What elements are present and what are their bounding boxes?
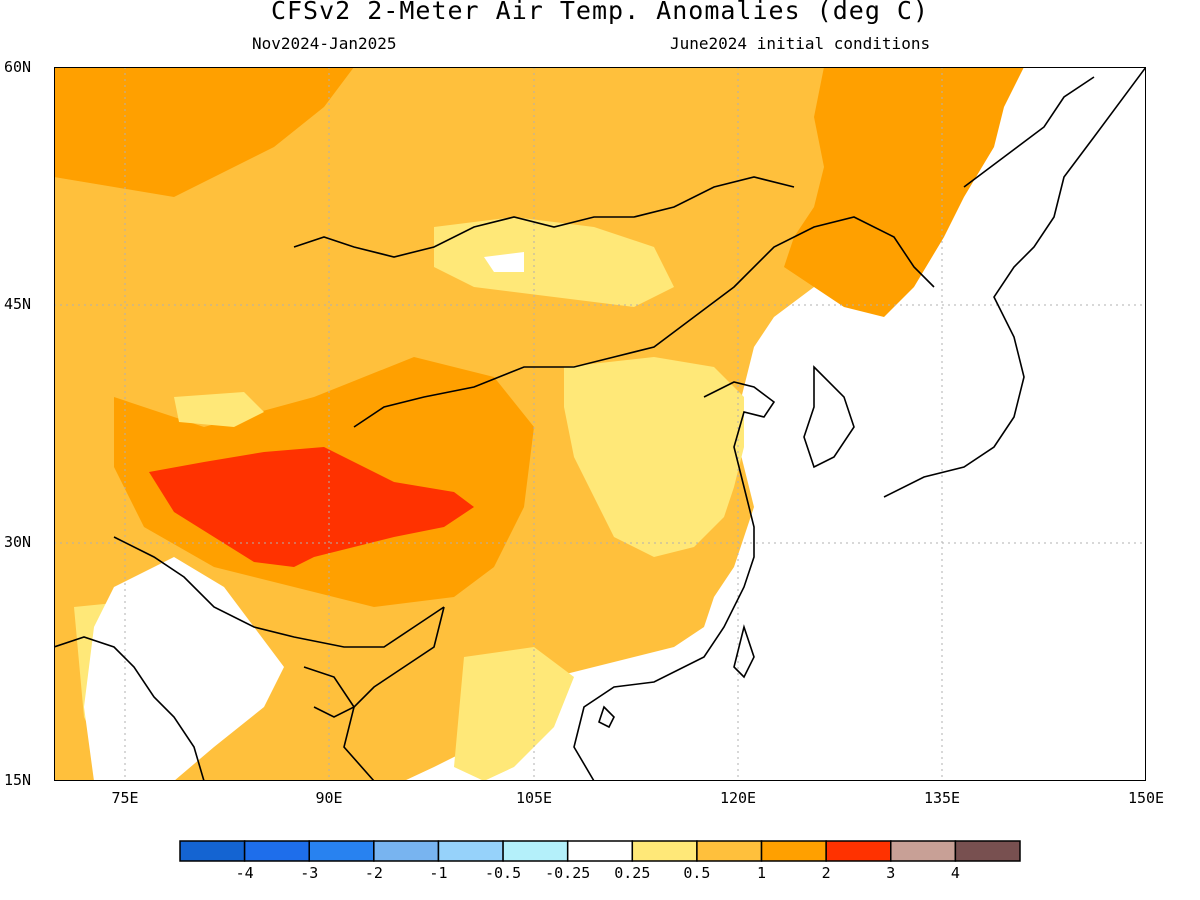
colorbar-label: 4 xyxy=(950,864,960,882)
colorbar-label: -0.25 xyxy=(545,864,591,882)
colorbar-swatch xyxy=(631,840,698,862)
anomaly-region-3 xyxy=(454,647,574,781)
lon-label-90e: 90E xyxy=(315,789,343,807)
forecast-period: Nov2024-Jan2025 xyxy=(252,34,397,53)
colorbar-label: 2 xyxy=(821,864,831,882)
anomaly-map xyxy=(54,67,1146,781)
lon-label-150e: 150E xyxy=(1127,789,1165,807)
initial-conditions: June2024 initial conditions xyxy=(670,34,931,53)
anomaly-region-2 xyxy=(54,67,354,197)
anomaly-region-neutral xyxy=(84,557,284,781)
anomaly-region-3 xyxy=(434,217,674,307)
colorbar-label: -4 xyxy=(235,864,254,882)
colorbar-swatch xyxy=(179,840,246,862)
colorbar-label: -3 xyxy=(300,864,319,882)
lat-label-15n: 15N xyxy=(4,771,32,789)
colorbar xyxy=(179,840,1021,862)
anomaly-region-3 xyxy=(174,392,264,427)
graticule xyxy=(54,67,1146,781)
colorbar-swatch xyxy=(760,840,827,862)
lon-label-75e: 75E xyxy=(111,789,139,807)
colorbar-swatch xyxy=(696,840,763,862)
colorbar-label: 1 xyxy=(757,864,767,882)
colorbar-label: -2 xyxy=(364,864,383,882)
colorbar-label: -1 xyxy=(429,864,448,882)
lat-label-30n: 30N xyxy=(4,533,32,551)
colorbar-swatch xyxy=(373,840,440,862)
colorbar-label: 3 xyxy=(886,864,896,882)
colorbar-label: -0.5 xyxy=(485,864,522,882)
anomaly-region-2 xyxy=(784,67,1024,317)
colorbar-label: 0.5 xyxy=(683,864,711,882)
coastlines-borders xyxy=(54,67,1146,781)
colorbar-swatch xyxy=(825,840,892,862)
colorbar-swatch xyxy=(243,840,310,862)
colorbar-swatch xyxy=(502,840,569,862)
anomaly-region-neutral xyxy=(484,252,524,272)
lon-label-105e: 105E xyxy=(515,789,553,807)
colorbar-swatch xyxy=(566,840,634,862)
colorbar-swatch xyxy=(890,840,957,862)
lat-label-60n: 60N xyxy=(4,58,32,76)
chart-title: CFSv2 2-Meter Air Temp. Anomalies (deg C… xyxy=(270,0,930,25)
lat-label-45n: 45N xyxy=(4,295,32,313)
colorbar-label: 0.25 xyxy=(614,864,651,882)
colorbar-swatch xyxy=(308,840,375,862)
colorbar-swatch xyxy=(954,840,1021,862)
colorbar-swatch xyxy=(437,840,504,862)
lon-label-135e: 135E xyxy=(923,789,961,807)
anomaly-region-3 xyxy=(564,357,744,557)
anomaly-region-4 xyxy=(149,447,474,567)
lon-label-120e: 120E xyxy=(719,789,757,807)
